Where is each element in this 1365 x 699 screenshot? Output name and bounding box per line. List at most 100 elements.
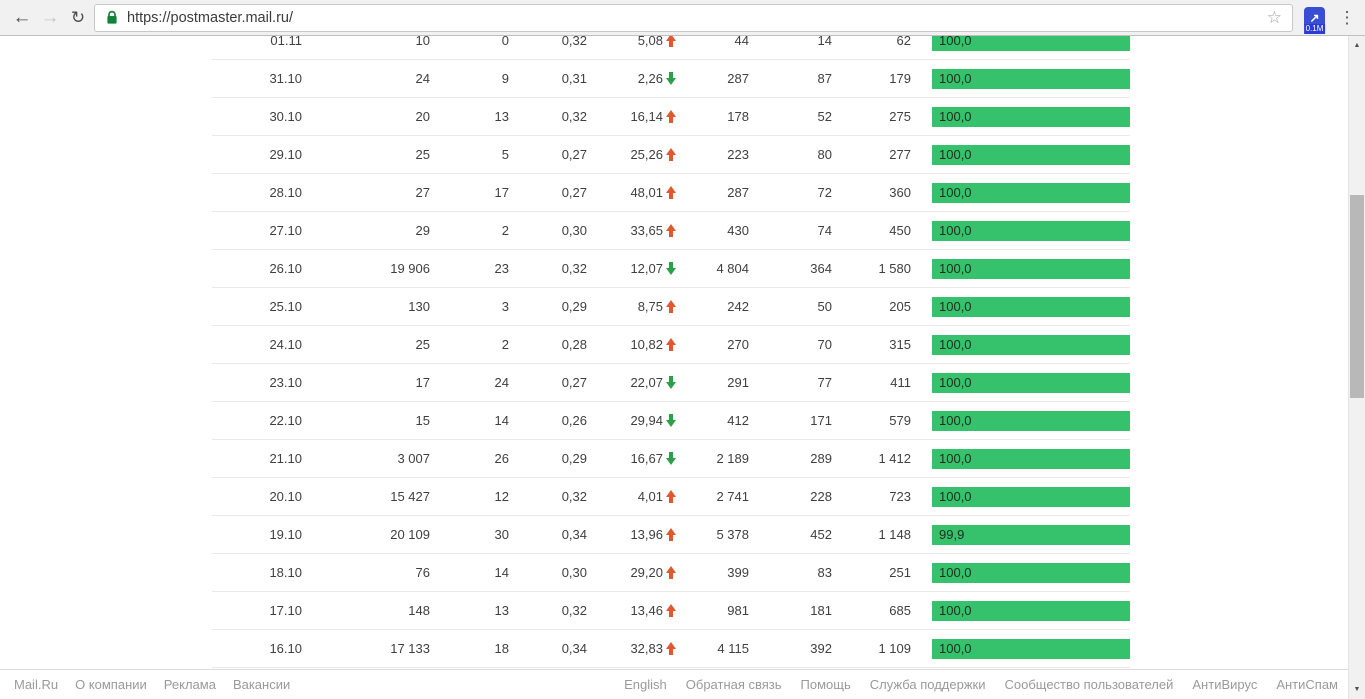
cell-date: 31.10 <box>269 71 302 86</box>
footer-link-right-2[interactable]: Помощь <box>800 676 851 692</box>
cell-7: 72 <box>817 185 832 200</box>
footer-link-right-5[interactable]: АнтиВирус <box>1192 676 1258 692</box>
trend-arrow-icon <box>666 72 676 85</box>
trend-arrow-icon <box>666 186 676 199</box>
cell-5: 22,07 <box>587 375 676 390</box>
browser-toolbar: ← → ↻ https://postmaster.mail.ru/ ☆ ↗ 0.… <box>0 0 1365 36</box>
footer-link-right-6[interactable]: АнтиСпам <box>1276 676 1338 692</box>
cell-7: 289 <box>810 451 832 466</box>
cell-5: 5,08 <box>587 36 676 48</box>
footer-link-right-4[interactable]: Сообщество пользователей <box>1004 676 1174 692</box>
trend-arrow-icon <box>666 452 676 465</box>
url-text[interactable]: https://postmaster.mail.ru/ <box>127 9 294 26</box>
delivery-rate-bar: 100,0 <box>932 600 1130 621</box>
cell-7: 77 <box>817 375 832 390</box>
cell-date: 30.10 <box>269 109 302 124</box>
trend-arrow-icon <box>666 300 676 313</box>
cell-2: 17 <box>415 375 430 390</box>
reload-button[interactable]: ↻ <box>64 4 92 32</box>
delivery-rate-bar: 99,9 <box>932 524 1130 545</box>
footer-link-left-3[interactable]: Вакансии <box>232 676 291 692</box>
footer-link-right-0[interactable]: English <box>624 676 667 692</box>
https-lock-icon <box>106 10 118 25</box>
delivery-rate-bar: 100,0 <box>932 106 1130 127</box>
cell-6: 981 <box>727 603 749 618</box>
delivery-rate-value: 100,0 <box>939 451 972 466</box>
footer-link-right-3[interactable]: Служба поддержки <box>869 676 986 692</box>
delivery-rate-cell: 100,0 <box>932 562 1130 583</box>
cell-4: 0,32 <box>561 109 587 124</box>
delivery-rate-bar: 100,0 <box>932 486 1130 507</box>
scrollbar-up-button[interactable]: ▲ <box>1349 37 1365 54</box>
trend-arrow-icon <box>666 262 676 275</box>
table-row: 17.10 148 13 0,32 13,46 981 181 685 100,… <box>212 592 1130 630</box>
cell-6: 412 <box>727 413 749 428</box>
table-row: 31.10 24 9 0,31 2,26 287 87 179 100,0 <box>212 60 1130 98</box>
delivery-rate-value: 100,0 <box>939 261 972 276</box>
trend-arrow-icon <box>666 148 676 161</box>
scroll-up-icon: ▲ <box>1353 42 1361 49</box>
cell-7: 52 <box>817 109 832 124</box>
cell-5: 16,14 <box>587 109 676 124</box>
cell-2: 20 <box>415 109 430 124</box>
forward-button[interactable]: → <box>36 4 64 32</box>
cell-3: 26 <box>494 451 509 466</box>
delivery-rate-value: 100,0 <box>939 185 972 200</box>
trend-arrow-icon <box>666 642 676 655</box>
cell-4: 0,28 <box>561 337 587 352</box>
extension-button[interactable]: ↗ 0.1M <box>1303 7 1326 34</box>
browser-menu-button[interactable]: ⋮ <box>1335 4 1359 32</box>
reload-icon: ↻ <box>70 7 86 27</box>
bookmark-star-icon[interactable]: ☆ <box>1266 7 1282 27</box>
footer-link-right-1[interactable]: Обратная связь <box>685 676 782 692</box>
back-arrow-icon: ← <box>12 6 32 28</box>
cell-3: 13 <box>494 603 509 618</box>
table-row: 16.10 17 133 18 0,34 32,83 4 115 392 1 1… <box>212 630 1130 668</box>
cell-3: 23 <box>494 261 509 276</box>
scrollbar[interactable]: ▲ ▼ <box>1348 36 1365 699</box>
cell-2: 3 007 <box>397 451 430 466</box>
delivery-rate-cell: 100,0 <box>932 258 1130 279</box>
delivery-rate-value: 100,0 <box>939 71 972 86</box>
table-row: 25.10 130 3 0,29 8,75 242 50 205 100,0 <box>212 288 1130 326</box>
address-bar[interactable]: https://postmaster.mail.ru/ ☆ <box>94 3 1293 32</box>
cell-7: 83 <box>817 565 832 580</box>
delivery-rate-value: 100,0 <box>939 375 972 390</box>
trend-arrow-icon <box>666 566 676 579</box>
scrollbar-thumb[interactable] <box>1350 195 1364 398</box>
table-row: 29.10 25 5 0,27 25,26 223 80 277 100,0 <box>212 136 1130 174</box>
delivery-rate-bar: 100,0 <box>932 258 1130 279</box>
cell-5: 13,96 <box>587 527 676 542</box>
table-row: 24.10 25 2 0,28 10,82 270 70 315 100,0 <box>212 326 1130 364</box>
cell-7: 50 <box>817 299 832 314</box>
delivery-rate-cell: 100,0 <box>932 220 1130 241</box>
delivery-rate-bar: 100,0 <box>932 562 1130 583</box>
footer-link-left-1[interactable]: О компании <box>75 676 147 692</box>
cell-8: 685 <box>889 603 911 618</box>
forward-arrow-icon: → <box>40 6 60 28</box>
delivery-rate-value: 100,0 <box>939 641 972 656</box>
footer-link-left-0[interactable]: Mail.Ru <box>14 676 59 692</box>
scroll-down-icon: ▼ <box>1353 686 1361 693</box>
cell-4: 0,27 <box>561 147 587 162</box>
cell-6: 223 <box>727 147 749 162</box>
footer-right-links: English Обратная связь Помощь Служба поддер… <box>605 676 1338 694</box>
cell-2: 20 109 <box>390 527 430 542</box>
cell-4: 0,29 <box>561 451 587 466</box>
cell-7: 452 <box>810 527 832 542</box>
scrollbar-down-button[interactable]: ▼ <box>1349 681 1365 698</box>
delivery-rate-bar: 100,0 <box>932 182 1130 203</box>
cell-date: 19.10 <box>269 527 302 542</box>
cell-5: 32,83 <box>587 641 676 656</box>
delivery-rate-cell: 100,0 <box>932 296 1130 317</box>
cell-4: 0,27 <box>561 185 587 200</box>
back-button[interactable]: ← <box>8 4 36 32</box>
cell-2: 15 427 <box>390 489 430 504</box>
trend-arrow-icon <box>666 528 676 541</box>
cell-date: 27.10 <box>269 223 302 238</box>
footer-link-left-2[interactable]: Реклама <box>163 676 216 692</box>
delivery-rate-cell: 100,0 <box>932 144 1130 165</box>
delivery-rate-value: 99,9 <box>939 527 965 542</box>
delivery-rate-value: 100,0 <box>939 109 972 124</box>
delivery-rate-cell: 100,0 <box>932 600 1130 621</box>
